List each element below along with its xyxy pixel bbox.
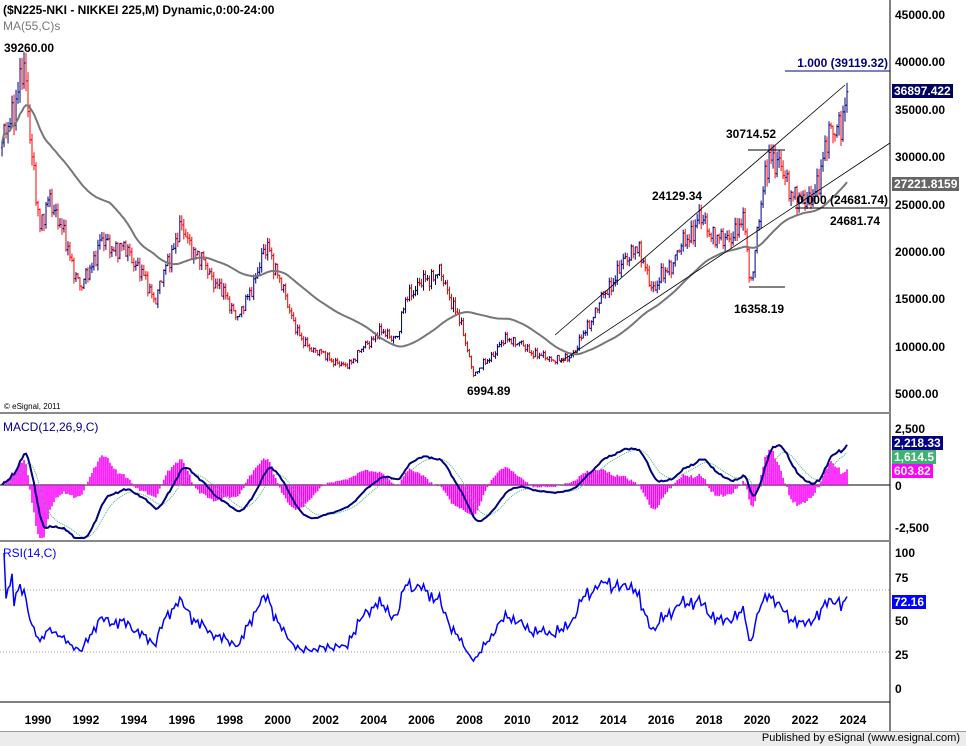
fib-bottom-label: 0.000 (24681.74) <box>796 193 888 207</box>
macd-axis-tick: -2,500 <box>895 521 930 535</box>
macd-axis-tick: 2,500 <box>895 422 926 436</box>
fib-top-label: 1.000 (39119.32) <box>797 56 888 70</box>
rsi-axis-tick: 50 <box>895 614 909 628</box>
annotation-low-2008: 6994.89 <box>467 384 511 398</box>
macd-line <box>1 444 848 539</box>
x-axis-tick: 2010 <box>504 713 531 727</box>
annotation-high-2021: 30714.52 <box>726 127 777 141</box>
rsi-legend: RSI(14,C) <box>3 546 57 560</box>
x-axis-tick: 2022 <box>791 713 819 727</box>
histogram-value-tag: 603.82 <box>892 464 933 478</box>
price-axis-tick: 40000.00 <box>895 55 946 70</box>
price-axis-tick: 5000.00 <box>895 387 939 401</box>
rsi-axis-tick: 25 <box>895 648 909 662</box>
x-axis-tick: 2006 <box>408 713 435 727</box>
x-axis-tick: 2014 <box>599 713 627 727</box>
x-axis-tick: 2020 <box>743 713 771 727</box>
x-axis-tick: 1992 <box>72 713 100 727</box>
annotation-low-2020: 16358.19 <box>734 302 785 316</box>
ma-legend: MA(55,C)s <box>3 19 61 33</box>
annotation-high-1989: 39260.00 <box>4 41 55 55</box>
price-axis-tick: 25000.00 <box>895 197 946 212</box>
price-axis-tick: 45000.00 <box>895 8 946 22</box>
x-axis-tick: 2012 <box>551 713 579 727</box>
x-axis-tick: 2008 <box>456 713 483 727</box>
x-axis-tick: 2000 <box>264 713 292 727</box>
price-axis-tick: 15000.00 <box>895 292 946 307</box>
x-axis-tick: 2016 <box>647 713 675 727</box>
last-price-tag: 36897.422 <box>892 84 953 98</box>
x-axis-tick: 1998 <box>216 713 244 727</box>
annotation-high-2018: 24129.34 <box>652 189 703 203</box>
rsi-axis-tick: 0 <box>895 682 902 696</box>
annotation-low-2022: 24681.74 <box>830 214 881 228</box>
copyright-text: © eSignal, 2011 <box>4 402 61 411</box>
chart-title: ($N225-NKI - NIKKEI 225,M) Dynamic,0:00-… <box>3 3 275 17</box>
x-axis-tick: 2004 <box>360 713 387 727</box>
x-axis-tick: 2018 <box>695 713 723 727</box>
published-by-text: Published by eSignal (www.esignal.com) <box>761 732 960 744</box>
channel-upper-trendline[interactable] <box>554 84 846 336</box>
price-axis-tick: 30000.00 <box>895 150 946 165</box>
footer-bar: Published by eSignal (www.esignal.com) <box>0 731 966 746</box>
price-axis-tick: 35000.00 <box>895 102 946 117</box>
x-axis-tick: 1994 <box>120 713 148 727</box>
moving-average-line <box>1 104 848 356</box>
rsi-axis-tick: 75 <box>895 571 909 585</box>
price-axis-tick: 10000.00 <box>895 339 946 354</box>
rsi-line <box>3 552 848 663</box>
macd-value-tag: 2,218.33 <box>892 436 943 450</box>
x-axis-tick: 2024 <box>839 713 867 727</box>
price-axis-tick: 20000.00 <box>895 244 946 259</box>
macd-signal-line <box>1 449 848 538</box>
macd-axis-tick: 0 <box>895 479 902 493</box>
channel-lower-trendline[interactable] <box>559 142 891 363</box>
rsi-axis-tick: 100 <box>895 546 916 560</box>
rsi-value-tag: 72.16 <box>892 595 927 609</box>
signal-value-tag: 1,614.5 <box>892 450 937 464</box>
x-axis-tick: 1996 <box>168 713 196 727</box>
x-axis-tick: 1990 <box>24 713 52 727</box>
x-axis-tick: 2002 <box>312 713 339 727</box>
last-ma-tag: 27221.8159 <box>892 177 960 191</box>
macd-legend: MACD(12,26,9,C) <box>3 420 99 434</box>
